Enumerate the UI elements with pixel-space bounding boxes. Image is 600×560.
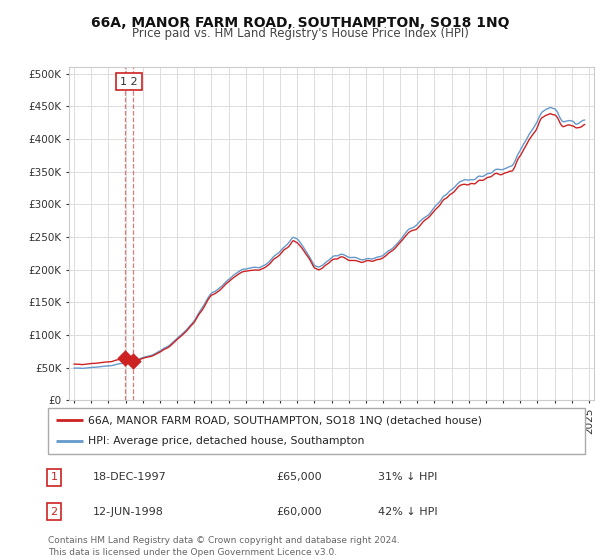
Text: £60,000: £60,000: [276, 507, 322, 517]
Text: 2: 2: [50, 507, 58, 517]
Text: 1 2: 1 2: [121, 77, 138, 87]
Text: Contains HM Land Registry data © Crown copyright and database right 2024.
This d: Contains HM Land Registry data © Crown c…: [48, 536, 400, 557]
Text: 18-DEC-1997: 18-DEC-1997: [93, 472, 167, 482]
Text: 31% ↓ HPI: 31% ↓ HPI: [378, 472, 437, 482]
Text: Price paid vs. HM Land Registry's House Price Index (HPI): Price paid vs. HM Land Registry's House …: [131, 27, 469, 40]
Point: [128, 357, 138, 366]
Text: £65,000: £65,000: [276, 472, 322, 482]
Text: 66A, MANOR FARM ROAD, SOUTHAMPTON, SO18 1NQ (detached house): 66A, MANOR FARM ROAD, SOUTHAMPTON, SO18 …: [88, 415, 482, 425]
Text: HPI: Average price, detached house, Southampton: HPI: Average price, detached house, Sout…: [88, 436, 365, 446]
Text: 66A, MANOR FARM ROAD, SOUTHAMPTON, SO18 1NQ: 66A, MANOR FARM ROAD, SOUTHAMPTON, SO18 …: [91, 16, 509, 30]
FancyBboxPatch shape: [48, 408, 585, 454]
Point: [120, 353, 130, 362]
Text: 12-JUN-1998: 12-JUN-1998: [93, 507, 164, 517]
Text: 42% ↓ HPI: 42% ↓ HPI: [378, 507, 437, 517]
Text: 1: 1: [50, 472, 58, 482]
